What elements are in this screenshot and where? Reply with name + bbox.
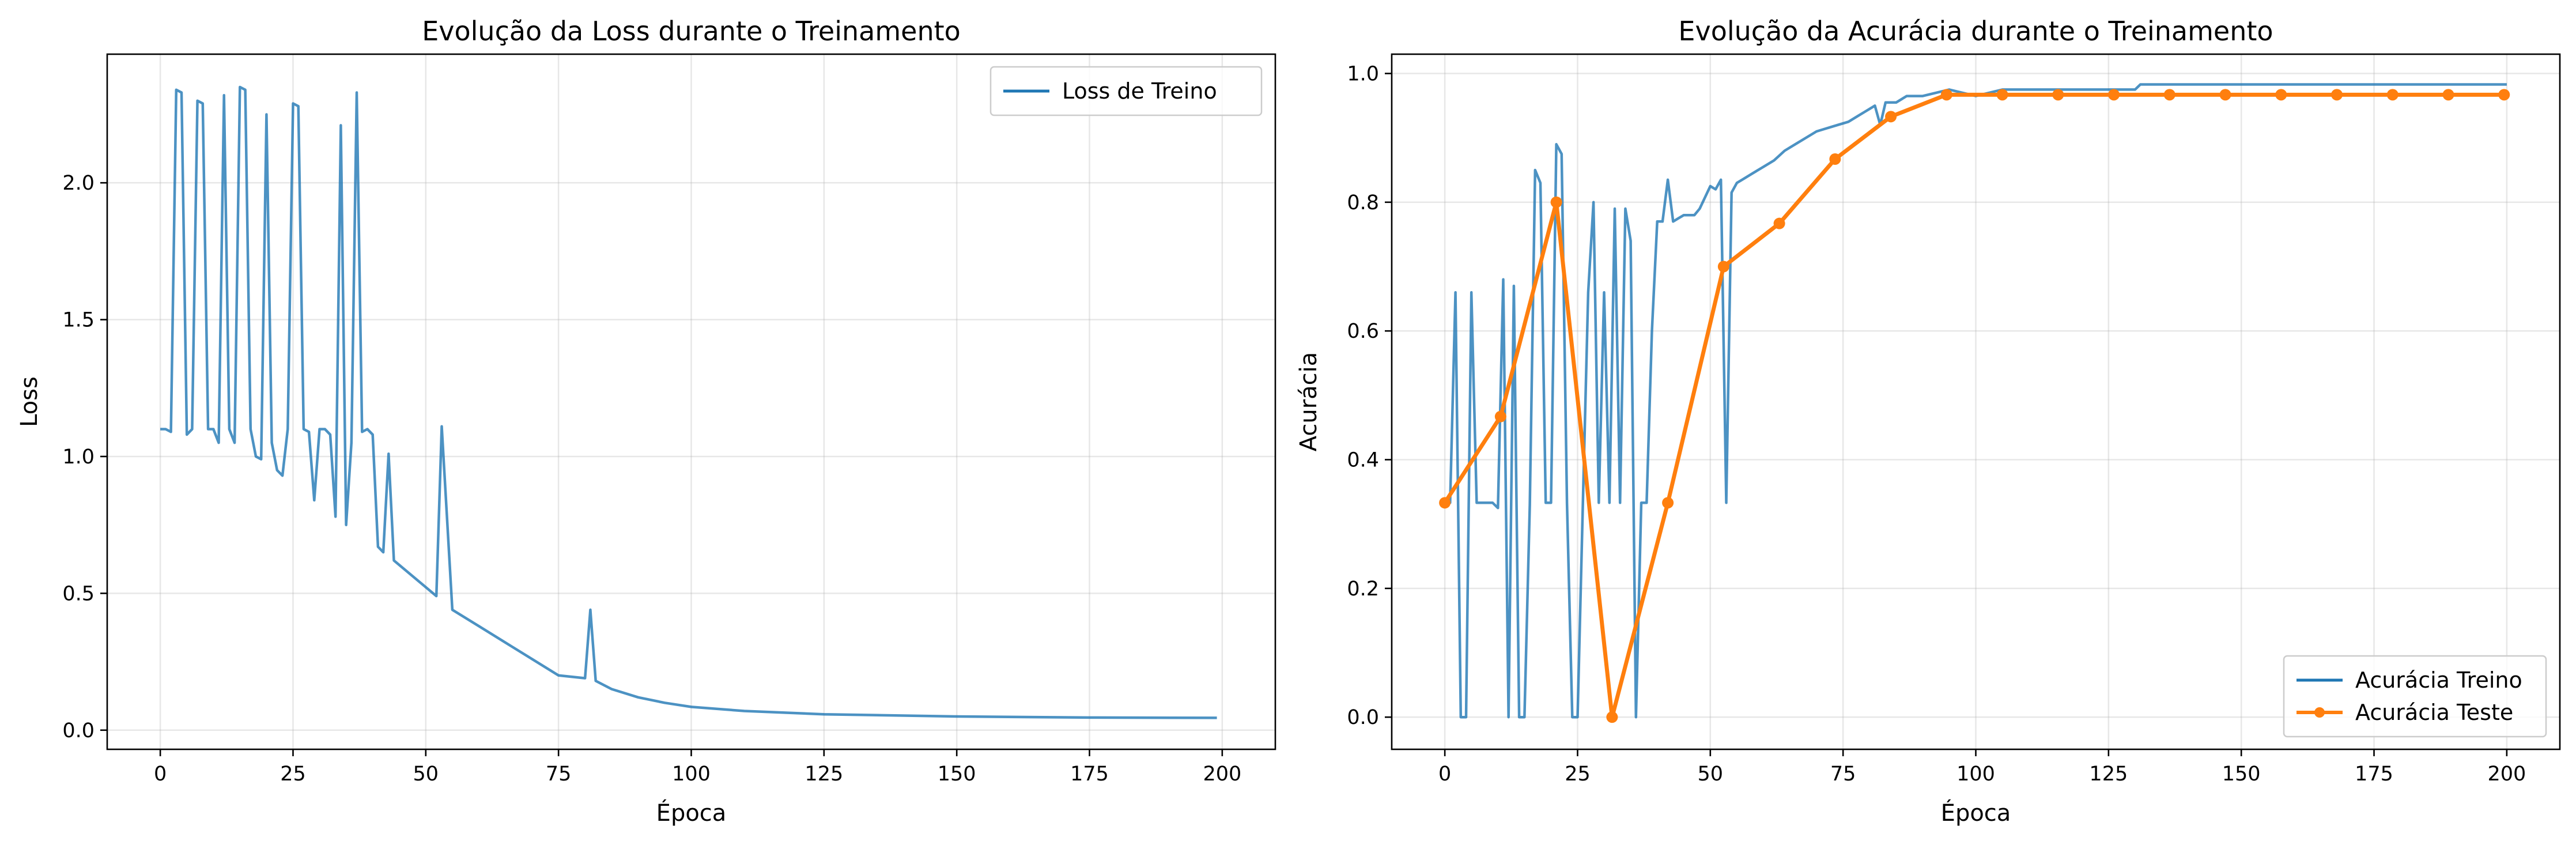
accuracy-test-point xyxy=(2163,89,2175,101)
accuracy-test-point xyxy=(1439,497,1451,509)
accuracy-plot-frame xyxy=(1391,53,2561,750)
accuracy-test-point xyxy=(1885,111,1897,123)
accuracy-test-point xyxy=(1717,261,1729,273)
accuracy-x-tick-label: 100 xyxy=(1956,763,1995,786)
accuracy-x-tick-label: 200 xyxy=(2487,763,2526,786)
loss-x-tick-label: 175 xyxy=(1070,763,1109,786)
accuracy-test-point xyxy=(2386,89,2399,101)
loss-y-tick-label: 0.0 xyxy=(62,719,95,742)
loss-series-train-line xyxy=(160,85,1217,719)
accuracy-series-test-line xyxy=(1443,92,2505,719)
accuracy-legend-marker-test xyxy=(2314,707,2325,718)
accuracy-y-tick-label: 0.4 xyxy=(1347,449,1379,472)
loss-y-tick-label: 1.0 xyxy=(62,446,95,469)
accuracy-y-tick-label: 1.0 xyxy=(1347,63,1379,86)
accuracy-x-tick-label: 150 xyxy=(2222,763,2261,786)
loss-x-tick-label: 100 xyxy=(672,763,711,786)
accuracy-test-point xyxy=(2108,89,2120,101)
loss-plot-frame xyxy=(106,53,1276,750)
accuracy-test-point xyxy=(1494,410,1506,423)
accuracy-y-tick-label: 0.8 xyxy=(1347,191,1379,214)
accuracy-chart-title: Evolução da Acurácia durante o Treinamen… xyxy=(1678,16,2273,47)
loss-legend-label: Loss de Treino xyxy=(1062,78,1217,104)
accuracy-y-axis-label: Acurácia xyxy=(1295,352,1322,452)
accuracy-x-tick-label: 50 xyxy=(1698,763,1724,786)
loss-x-tick-label: 150 xyxy=(938,763,976,786)
accuracy-legend: Acurácia Treino Acurácia Teste xyxy=(2283,655,2547,738)
loss-x-tick-label: 75 xyxy=(546,763,572,786)
accuracy-legend-label-test: Acurácia Teste xyxy=(2355,700,2513,725)
accuracy-test-point xyxy=(1662,497,1674,509)
accuracy-test-point xyxy=(1773,217,1785,229)
accuracy-test-point xyxy=(1940,89,1952,101)
accuracy-test-point xyxy=(2275,89,2287,101)
loss-y-tick-label: 0.5 xyxy=(62,582,95,605)
loss-chart-title: Evolução da Loss durante o Treinamento xyxy=(422,16,961,47)
accuracy-test-point xyxy=(2498,89,2510,101)
accuracy-chart: 0 25 50 75 100 125 150 175 200 0.0 0.2 0.4 0.6 0.8 1.0… xyxy=(1295,16,2561,827)
accuracy-legend-box xyxy=(2283,655,2547,738)
loss-legend: Loss de Treino xyxy=(989,66,1263,116)
accuracy-series-train-line xyxy=(1445,83,2507,719)
loss-chart: 0 25 50 75 100 125 150 175 200 0.0 0.5 1.0 1.5 2.0 Ev… xyxy=(16,16,1276,827)
loss-x-tick-label: 125 xyxy=(804,763,843,786)
accuracy-test-point xyxy=(2219,89,2231,101)
loss-legend-box xyxy=(989,66,1263,116)
accuracy-y-tick-label: 0.6 xyxy=(1347,320,1379,343)
accuracy-x-tick-label: 175 xyxy=(2355,763,2393,786)
accuracy-x-tick-label: 25 xyxy=(1565,763,1591,786)
accuracy-x-tick-label: 125 xyxy=(2089,763,2128,786)
loss-y-tick-label: 1.5 xyxy=(62,309,95,332)
accuracy-test-point xyxy=(1606,711,1618,723)
loss-x-tick-label: 25 xyxy=(280,763,306,786)
loss-x-tick-label: 200 xyxy=(1203,763,1241,786)
accuracy-test-point xyxy=(2442,89,2454,101)
accuracy-test-point xyxy=(2331,89,2343,101)
loss-x-tick-label: 0 xyxy=(154,763,167,786)
accuracy-legend-label-train: Acurácia Treino xyxy=(2355,667,2522,693)
accuracy-test-point xyxy=(1996,89,2008,101)
accuracy-x-axis-label: Época xyxy=(1941,799,2011,827)
loss-x-tick-label: 50 xyxy=(413,763,439,786)
loss-y-axis-label: Loss xyxy=(16,376,43,427)
accuracy-test-point xyxy=(1829,153,1841,165)
accuracy-y-tick-label: 0.2 xyxy=(1347,578,1379,601)
accuracy-y-tick-label: 0.0 xyxy=(1347,706,1379,729)
loss-x-axis-label: Época xyxy=(656,799,727,827)
accuracy-x-tick-label: 75 xyxy=(1830,763,1856,786)
loss-y-tick-label: 2.0 xyxy=(62,172,95,195)
accuracy-x-tick-label: 0 xyxy=(1438,763,1451,786)
accuracy-test-point xyxy=(1550,196,1562,208)
accuracy-test-point xyxy=(2052,89,2064,101)
